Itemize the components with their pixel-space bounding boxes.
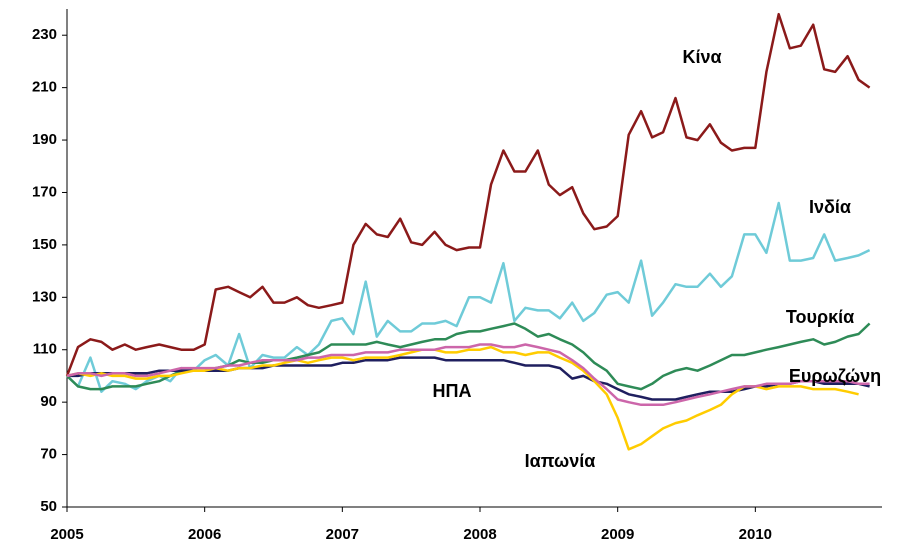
x-tick-label: 2008 xyxy=(463,526,496,543)
series-line xyxy=(66,343,870,407)
x-tick-label: 2009 xyxy=(601,526,634,543)
series-label: Ευρωζώνη xyxy=(789,366,881,387)
x-tick-label: 2010 xyxy=(739,526,772,543)
y-tick-label: 130 xyxy=(32,288,57,305)
y-tick-label: 110 xyxy=(33,341,57,358)
series-line xyxy=(66,345,859,451)
x-tick-label: 2005 xyxy=(50,526,83,543)
series-line xyxy=(66,322,871,391)
y-tick-label: 170 xyxy=(32,183,57,200)
y-tick-label: 210 xyxy=(32,79,57,96)
series-label: Κίνα xyxy=(682,47,721,67)
y-tick-label: 230 xyxy=(32,26,57,43)
series-label: ΗΠΑ xyxy=(433,381,472,401)
y-tick-label: 190 xyxy=(32,131,57,148)
y-tick-label: 70 xyxy=(40,446,57,463)
series-label: Ινδία xyxy=(809,197,851,217)
series-label: Τουρκία xyxy=(786,307,854,327)
series-line xyxy=(66,201,871,393)
x-tick-label: 2007 xyxy=(326,526,359,543)
series-line xyxy=(65,12,871,377)
x-tick-label: 2006 xyxy=(188,526,221,543)
y-tick-label: 90 xyxy=(40,393,57,410)
y-tick-label: 150 xyxy=(32,236,57,253)
series-label: Ιαπωνία xyxy=(525,451,596,471)
y-tick-label: 50 xyxy=(40,498,57,515)
